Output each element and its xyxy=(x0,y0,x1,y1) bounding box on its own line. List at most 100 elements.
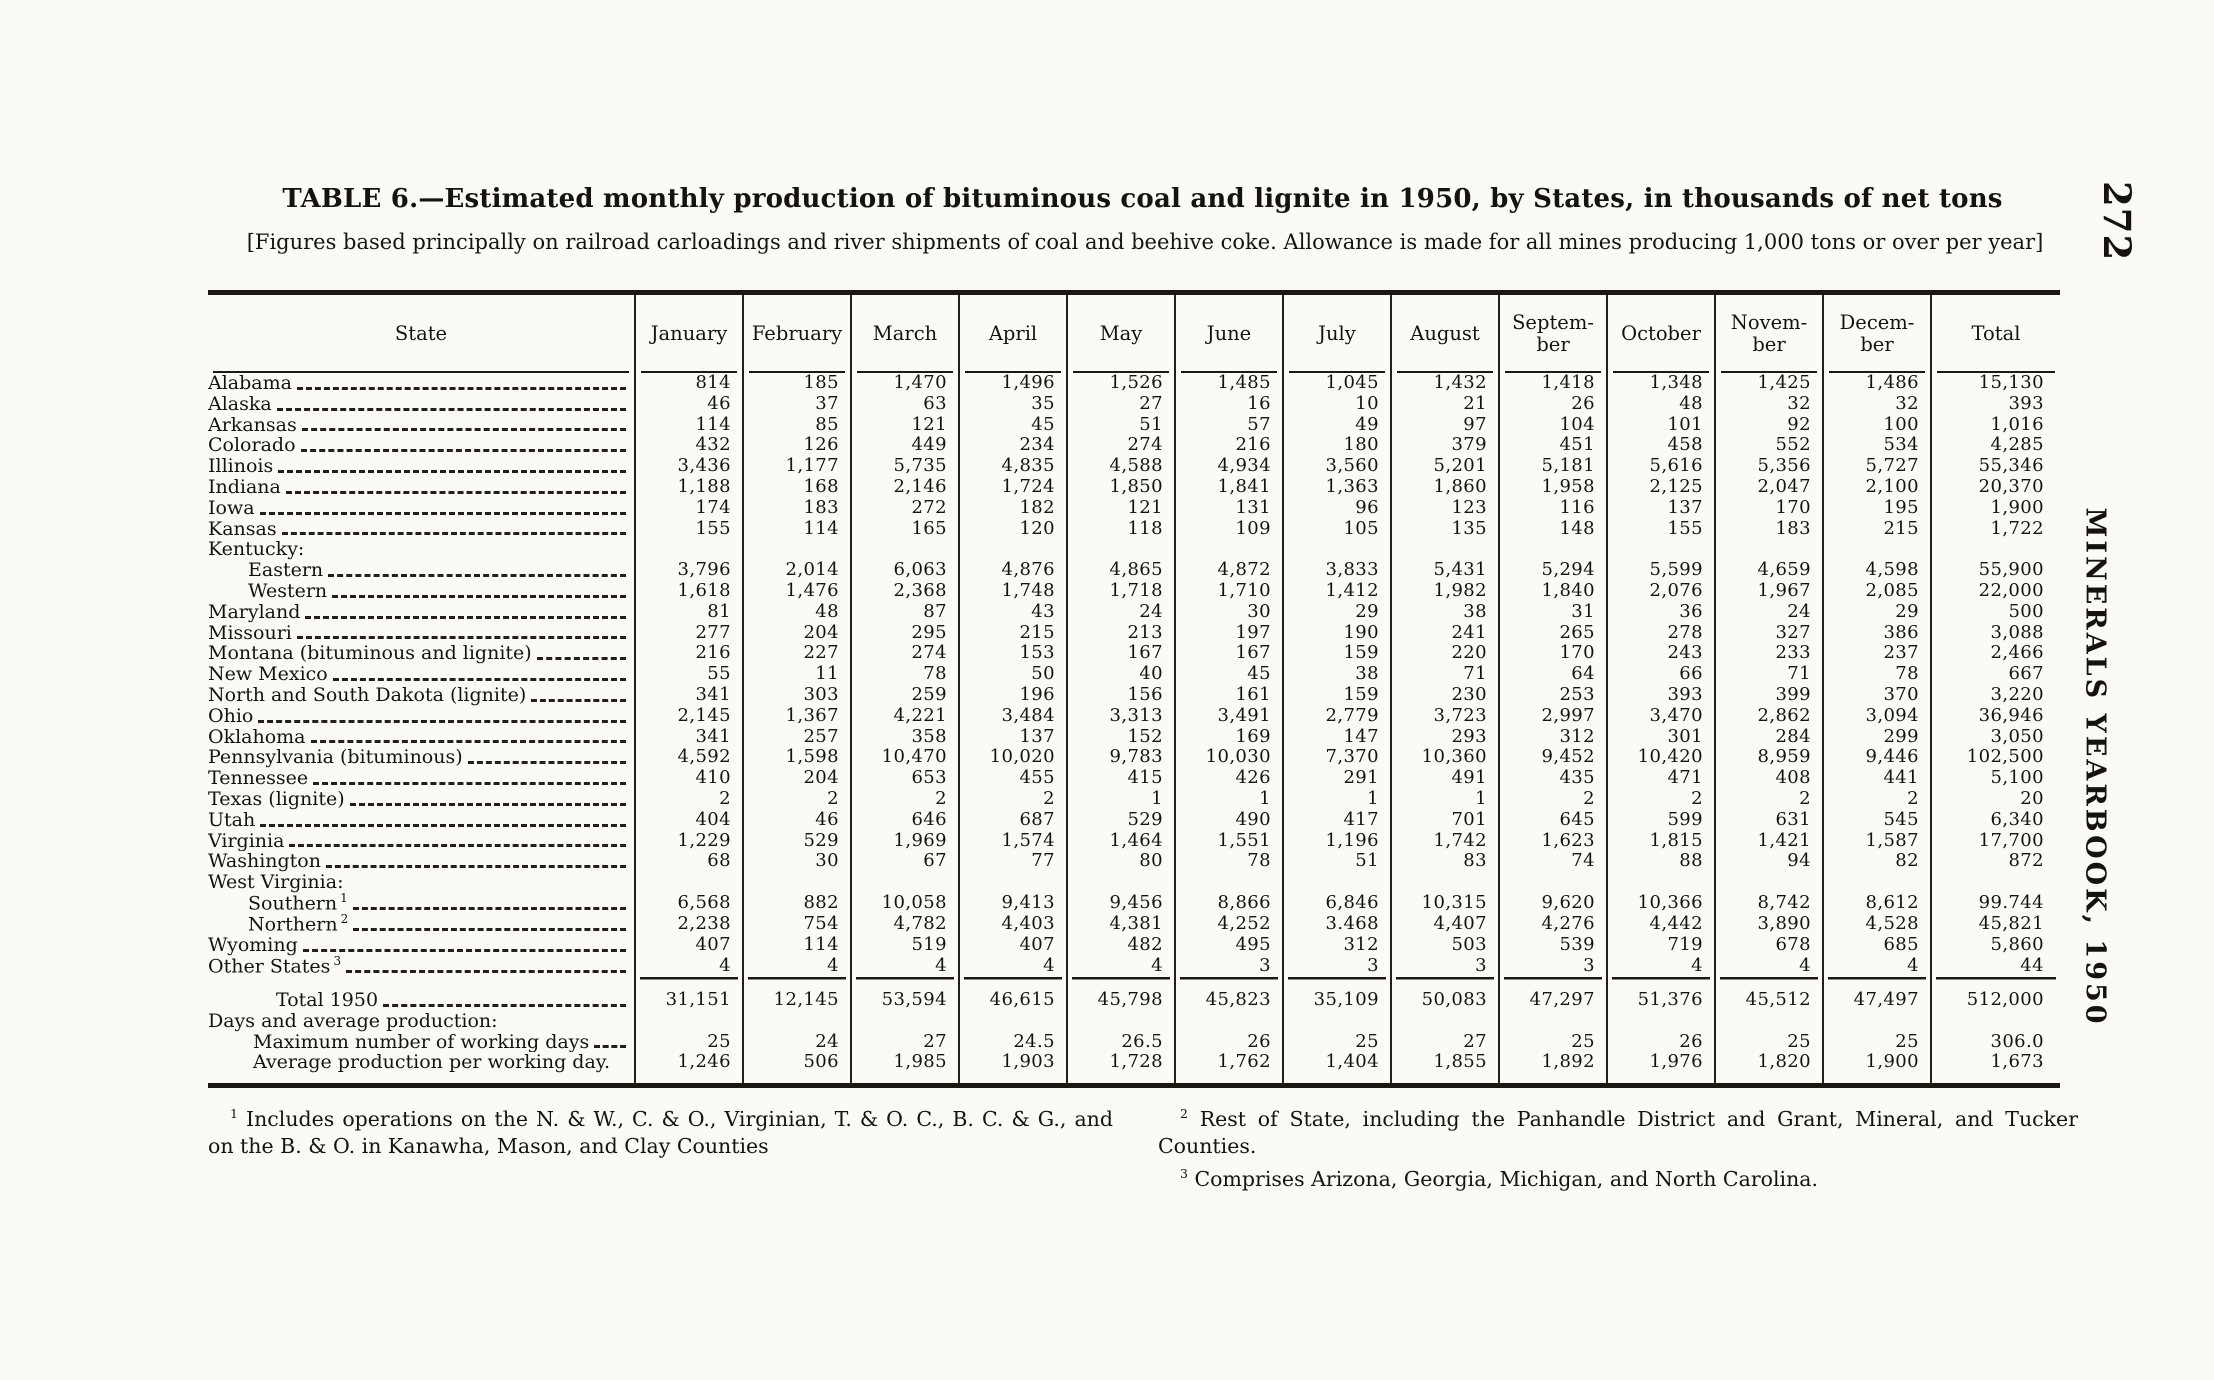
table-cell: 16 xyxy=(1174,393,1283,415)
table-cell: 51,376 xyxy=(1606,977,1715,1011)
table-cell: 4,252 xyxy=(1174,913,1283,936)
table-row: Alaska 46 37 63 35 27 16 10 21 26 48 32 32 393 xyxy=(208,393,2060,415)
table-cell: 5,735 xyxy=(850,455,959,477)
table-cell: 24 xyxy=(742,1031,851,1053)
table-cell: 1,710 xyxy=(1174,580,1283,602)
table-cell: 137 xyxy=(958,726,1067,748)
table-row: Western 1,618 1,476 2,368 1,748 1,718 1,710 1,4… xyxy=(208,580,2060,602)
row-label: Oklahoma xyxy=(208,726,306,748)
table-cell: 3,436 xyxy=(634,455,743,477)
column-header-march: March xyxy=(850,292,959,373)
table-cell: 26 xyxy=(1498,393,1607,415)
table-cell: 67 xyxy=(850,851,959,873)
table-cell: 6,568 xyxy=(634,892,743,915)
table-cell: 2,125 xyxy=(1606,476,1715,498)
table-cell: 1,425 xyxy=(1714,372,1823,394)
column-header-september: Septem-ber xyxy=(1498,292,1607,373)
table-cell xyxy=(1714,872,1823,893)
table-cell: 215 xyxy=(1822,518,1931,540)
leader-dots xyxy=(302,948,626,952)
table-cell xyxy=(1822,872,1931,893)
table-cell: 51 xyxy=(1066,414,1175,436)
table-cell xyxy=(742,539,851,561)
row-label-cell: Washington xyxy=(208,851,635,872)
row-label-cell: North and South Dakota (lignite) xyxy=(208,685,635,706)
table-cell: 83 xyxy=(1390,851,1499,873)
leader-dots xyxy=(296,636,626,640)
table-body: Alabama 814 185 1,470 1,496 1,526 1,485 1,045 1,… xyxy=(208,372,2060,978)
row-label-cell: Iowa xyxy=(208,498,635,519)
row-label: Utah xyxy=(208,809,256,831)
table-cell xyxy=(1930,539,2060,561)
row-label: Alaska xyxy=(208,393,272,415)
leader-dots xyxy=(332,677,626,681)
table-cell: 5,727 xyxy=(1822,455,1931,477)
table-cell: 161 xyxy=(1174,684,1283,706)
table-cell: 3 xyxy=(1498,955,1607,978)
table-cell: 4,835 xyxy=(958,455,1067,477)
table-cell xyxy=(1066,872,1175,893)
row-label-cell: Ohio xyxy=(208,706,635,727)
table-cell: 88 xyxy=(1606,851,1715,873)
table-cell: 386 xyxy=(1822,622,1931,644)
row-label-cell: Virginia xyxy=(208,831,635,852)
row-label: Montana (bituminous and lignite) xyxy=(208,643,532,665)
table-cell: 243 xyxy=(1606,643,1715,665)
leader-dots xyxy=(325,865,626,869)
table-cell: 1,841 xyxy=(1174,476,1283,498)
footnote-column-left: 1 Includes operations on the N. & W., C.… xyxy=(208,1100,1113,1160)
table-cell: 1,177 xyxy=(742,455,851,477)
table-cell: 490 xyxy=(1174,809,1283,831)
table-cell: 1,985 xyxy=(850,1051,959,1086)
table-cell: 27 xyxy=(1066,393,1175,415)
table-cell: 667 xyxy=(1930,663,2060,685)
table-cell: 393 xyxy=(1930,393,2060,415)
leader-dots xyxy=(310,740,626,744)
table-cell: 5,616 xyxy=(1606,455,1715,477)
table-cell: 24 xyxy=(1714,601,1823,623)
row-label-cell: Missouri xyxy=(208,623,635,644)
table-cell: 152 xyxy=(1066,726,1175,748)
table-row: Washington 68 30 67 77 80 78 51 83 74 88 94 82 872 xyxy=(208,851,2060,873)
leader-dots xyxy=(285,490,626,494)
table-cell: 38 xyxy=(1390,601,1499,623)
production-table: State January February March April May June Jul… xyxy=(208,290,2060,1089)
table-cell: 131 xyxy=(1174,497,1283,519)
table-cell: 55 xyxy=(634,663,743,685)
table-cell: 449 xyxy=(850,435,959,457)
table-cell: 50 xyxy=(958,663,1067,685)
table-cell: 4,934 xyxy=(1174,455,1283,477)
table-cell: 26 xyxy=(1174,1031,1283,1053)
row-label: Kansas xyxy=(208,518,277,540)
table-cell: 3,484 xyxy=(958,705,1067,727)
table-header: State January February March April May June Jul… xyxy=(208,292,2060,373)
table-row: Virginia 1,229 529 1,969 1,574 1,464 1,551 1,19… xyxy=(208,830,2060,852)
table-cell: 114 xyxy=(634,414,743,436)
table-cell: 1,464 xyxy=(1066,830,1175,852)
table-cell: 29 xyxy=(1822,601,1931,623)
table-row: Southern 1 6,568 882 10,058 9,413 9,456 8,866 6,… xyxy=(208,892,2060,915)
table-cell: 482 xyxy=(1066,934,1175,956)
table-cell: 4,592 xyxy=(634,747,743,769)
table-cell: 3,833 xyxy=(1282,559,1391,581)
table-row: New Mexico 55 11 78 50 40 45 38 71 64 66 71 78 667 xyxy=(208,663,2060,685)
table-cell: 1,855 xyxy=(1390,1051,1499,1086)
table-cell xyxy=(1498,872,1607,893)
row-label-cell: Tennessee xyxy=(208,768,635,789)
table-cell: 148 xyxy=(1498,518,1607,540)
table-cell: 38 xyxy=(1282,663,1391,685)
table-cell: 31,151 xyxy=(634,977,743,1011)
footnote: 1 Includes operations on the N. & W., C.… xyxy=(208,1106,1113,1158)
table-cell: 2,466 xyxy=(1930,643,2060,665)
table-cell: 68 xyxy=(634,851,743,873)
table-cell: 1,045 xyxy=(1282,372,1391,394)
row-label: Southern 1 xyxy=(248,892,348,915)
table-cell: 1,574 xyxy=(958,830,1067,852)
table-cell: 1,850 xyxy=(1066,476,1175,498)
table-cell xyxy=(1282,1010,1391,1032)
table-cell: 272 xyxy=(850,497,959,519)
table-cell: 4 xyxy=(958,955,1067,978)
table-cell: 506 xyxy=(742,1051,851,1086)
table-cell: 96 xyxy=(1282,497,1391,519)
